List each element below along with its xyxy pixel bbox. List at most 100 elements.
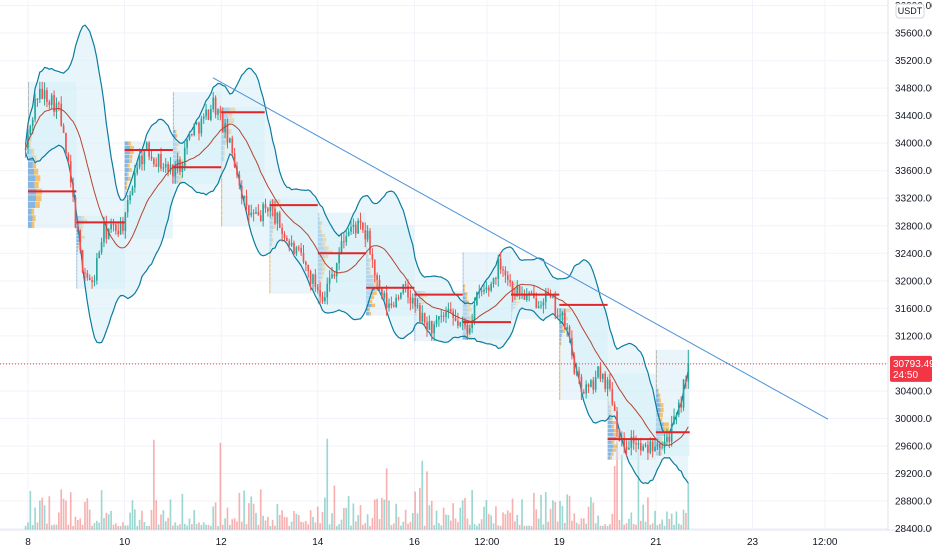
y-tick-label: 34400.00 (895, 111, 932, 122)
volume-bar (419, 488, 421, 530)
candle-body (637, 443, 640, 445)
volume-bar (115, 523, 117, 530)
volume-bar (651, 523, 654, 530)
volume-bar (544, 492, 547, 530)
volume-bar (214, 502, 217, 530)
profile-bar-blue (28, 161, 33, 169)
profile-bar-orange (370, 295, 375, 299)
profile-bar-orange (32, 215, 36, 222)
candle-body (252, 212, 255, 214)
volume-bar (36, 522, 39, 530)
volume-bar (658, 523, 661, 530)
volume-bar (611, 513, 614, 530)
candle-body (91, 280, 93, 282)
profile-bar-blue (172, 100, 174, 105)
candle-body (297, 247, 300, 249)
profile-bar-blue (28, 115, 29, 122)
candle-body (305, 261, 307, 265)
profile-bar-blue (221, 205, 222, 210)
candle-body (582, 392, 585, 394)
volume-bar (457, 522, 459, 530)
volume-bar (381, 497, 383, 530)
candle-body (495, 278, 497, 280)
profile-bar-blue (221, 221, 222, 227)
profile-bar-blue (76, 239, 80, 242)
y-tick-label: 35600.00 (895, 29, 932, 40)
candle-body (124, 212, 127, 231)
candle-body (466, 325, 469, 334)
volume-bar (644, 521, 647, 530)
candle-body (362, 222, 364, 231)
candle-body (276, 212, 279, 224)
volume-bar (252, 503, 255, 530)
profile-bar-blue (124, 172, 127, 177)
volume-bar (29, 491, 32, 530)
profile-bar-blue (559, 333, 562, 338)
volume-bar (604, 524, 606, 530)
candle-body (642, 446, 645, 451)
candle-body (407, 285, 409, 298)
profile-bar-blue (28, 215, 33, 222)
candle-body (233, 153, 236, 167)
profile-bar-blue (655, 369, 657, 374)
profile-bar-blue (462, 252, 464, 256)
volume-bar (150, 509, 153, 530)
volume-bar (547, 521, 549, 530)
candle-body (423, 312, 426, 323)
candle-body (385, 292, 388, 308)
candle-body (461, 319, 464, 323)
candle-body (58, 103, 60, 105)
volume-bar (682, 509, 685, 530)
volume-bar (606, 525, 609, 530)
volume-bar (433, 525, 435, 530)
profile-bar-orange (129, 159, 132, 164)
candle-body (668, 436, 671, 442)
profile-bar-blue (559, 341, 561, 346)
profile-bar-blue (366, 311, 370, 316)
volume-bar (176, 525, 179, 530)
candle-body (357, 220, 359, 234)
profile-bar-blue (28, 108, 29, 115)
candle-body (205, 109, 207, 117)
volume-bar (157, 524, 160, 530)
candle-body (625, 446, 628, 450)
candle-body (426, 322, 428, 330)
candle-body (416, 305, 419, 307)
volume-bar (552, 500, 554, 530)
volume-bar (407, 523, 409, 530)
volume-bar (200, 524, 203, 530)
volume-bar (183, 523, 186, 530)
profile-bar-blue (462, 256, 464, 260)
volume-bar (229, 525, 231, 530)
profile-bar-blue (462, 260, 464, 264)
candle-body (480, 290, 483, 292)
volume-bar (414, 491, 416, 530)
candle-body (381, 288, 383, 299)
volume-bar (283, 516, 286, 530)
candle-body (504, 270, 507, 276)
candle-body (186, 139, 188, 148)
x-tick-label: 19 (554, 537, 566, 548)
profile-bar-blue (76, 272, 77, 276)
volume-bar (478, 523, 481, 530)
candle-body (378, 279, 381, 289)
y-tick-label: 34000.00 (895, 139, 932, 150)
candle-body (373, 259, 376, 276)
candle-body (60, 103, 63, 126)
volume-bar (186, 525, 188, 530)
volume-bar (497, 525, 500, 530)
volume-bar (88, 509, 91, 530)
candle-body (476, 292, 478, 305)
x-tick-label: 14 (312, 537, 324, 548)
candle-body (618, 428, 621, 441)
band-fill (25, 25, 689, 484)
candle-body (590, 380, 592, 387)
profile-bar-blue (76, 232, 80, 236)
profile-bar-orange (77, 249, 79, 252)
candle-body (580, 376, 583, 393)
candle-body (388, 303, 390, 308)
x-tick-label: 10 (119, 537, 131, 548)
volume-bar (383, 499, 386, 530)
profile-bar-blue (655, 374, 657, 379)
